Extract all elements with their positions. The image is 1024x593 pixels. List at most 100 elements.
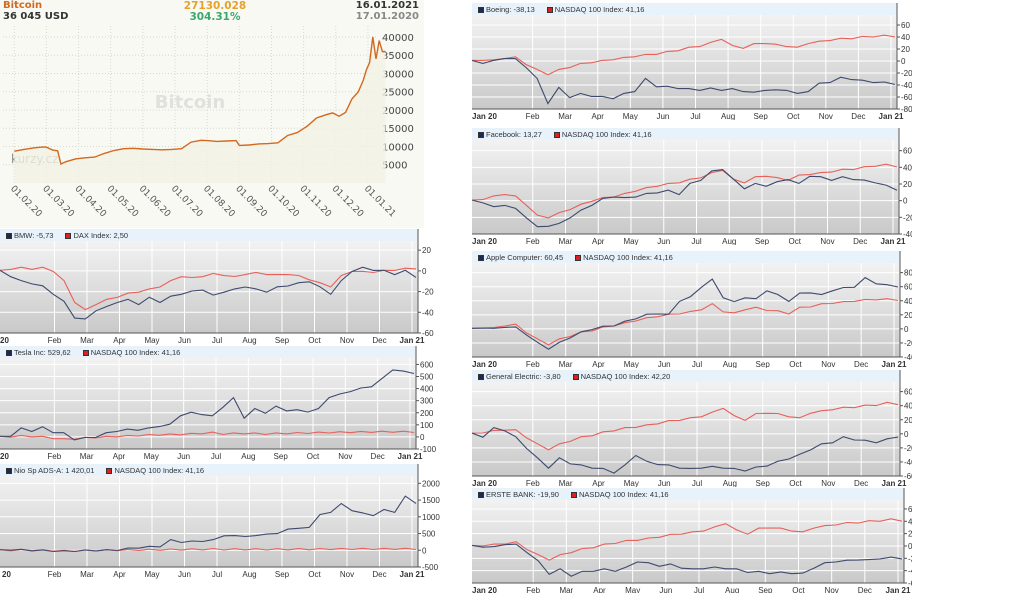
bitcoin-change: 27130.028 (183, 0, 247, 12)
x-tick-label: 01.12.20 (330, 184, 366, 220)
x-tick-label: Jun (178, 570, 191, 579)
legend-item: BMW: -5,73 (6, 231, 53, 240)
legend-item: General Electric: -3,80 (478, 372, 561, 381)
x-tick-label: 01.01.21 (362, 184, 397, 219)
x-tick-label: 20 (2, 570, 11, 579)
x-tick-label: May (144, 452, 159, 461)
y-tick-label: -20 (422, 288, 434, 297)
x-tick-label: Oct (792, 586, 805, 593)
x-tick-label: Jul (211, 452, 221, 461)
legend-label: NASDAQ 100 Index: 41,16 (90, 348, 181, 357)
y-tick-label: -60 (904, 472, 912, 481)
legend-swatch-icon (478, 132, 484, 138)
bitcoin-date-start: 17.01.2020 (355, 11, 419, 22)
x-tick-label: Nov (820, 237, 834, 245)
legend-swatch-icon (82, 350, 89, 356)
legend-swatch-icon (106, 468, 113, 474)
legend-item: NASDAQ 100 Index: 41,16 (106, 466, 204, 475)
x-tick-label: Mar (80, 336, 94, 345)
x-tick-label: Oct (789, 360, 802, 368)
legend-label: NASDAQ 100 Index: 42,20 (580, 372, 671, 381)
legend-item: Facebook: 13,27 (478, 130, 542, 139)
x-tick-label: Jun (656, 112, 669, 120)
x-tick-label: Mar (80, 570, 94, 579)
y-tick-label: 300 (420, 397, 434, 406)
x-tick-label: Feb (526, 112, 540, 120)
y-tick-label: 40000 (382, 33, 414, 44)
x-tick-label: Dec (858, 586, 872, 593)
y-tick-label: 60 (904, 283, 912, 292)
chart-legend: BMW: -5,73 DAX Index: 2,50 (6, 231, 128, 240)
x-tick-label: Aug (241, 452, 255, 461)
boeing-chart-svg: 60 40 20 0 -20 -40 -60 -80 Jan 20 Feb Mar Apr May Jun… (472, 3, 912, 120)
x-tick-label: Mar (559, 237, 573, 245)
x-tick-label: 01.10.20 (265, 184, 301, 220)
apple-chart-svg: 80 60 40 20 0 -20 -40 Jan 20 Feb Mar Apr May Jun Jul A… (472, 251, 912, 368)
boeing-vs-nasdaq-chart: 60 40 20 0 -20 -40 -60 -80 Jan 20 Feb Mar Apr May Jun… (472, 3, 912, 120)
legend-band (0, 346, 416, 358)
y-tick-label: 0 (904, 430, 909, 439)
y-tick-label: -40 (422, 308, 434, 317)
x-tick-label: May (623, 237, 638, 245)
legend-label: Nio Sp ADS-A: 1 420,01 (14, 466, 95, 475)
legend-swatch-icon (546, 7, 553, 13)
legend-item: NASDAQ 100 Index: 42,20 (572, 372, 671, 381)
stock-series-line (0, 266, 417, 320)
y-tick-label: 600 (420, 360, 434, 369)
x-tick-label: Jun (658, 479, 671, 487)
chart-legend: Apple Computer: 60,45 NASDAQ 100 Index: 4… (478, 253, 673, 262)
stock-series-line (0, 495, 417, 553)
y-tick-label: 10000 (382, 142, 414, 153)
y-tick-label: 80 (904, 269, 912, 278)
legend-swatch-icon (65, 233, 72, 239)
x-tick-label: Aug (722, 237, 736, 245)
chart-legend: General Electric: -3,80 NASDAQ 100 Index:… (478, 372, 670, 381)
y-tick-label: 0 (904, 325, 909, 334)
x-tick-label: Dec (372, 570, 386, 579)
x-tick-label: Apr (113, 336, 126, 345)
plot-area (0, 241, 418, 333)
x-tick-label: Sep (275, 570, 290, 579)
x-tick-label: Dec (372, 336, 386, 345)
index-series-line (0, 430, 415, 440)
x-tick-label: Jul (691, 237, 701, 245)
x-tick-label: Aug (725, 586, 739, 593)
facebook-vs-nasdaq-chart: 60 40 20 0 -20 -40 Jan 20 Feb Mar Apr May Jun Jul Aug… (472, 128, 912, 245)
legend-item: NASDAQ 100 Index: 41,16 (570, 490, 669, 499)
y-tick-label: -40 (904, 458, 912, 467)
stock-series-line (472, 276, 899, 350)
x-tick-label: Mar (559, 586, 573, 593)
legend-label: NASDAQ 100 Index: 41,16 (554, 5, 645, 14)
legend-item: NASDAQ 100 Index: 41,16 (546, 5, 645, 14)
stock-series-line (0, 369, 415, 441)
y-tick-label: 20 (422, 246, 431, 255)
x-tick-label: Aug (721, 112, 735, 120)
legend-label: Apple Computer: 60,45 (486, 253, 564, 262)
x-tick-label: Jan 20 (472, 479, 497, 487)
x-tick-label: Jan 20 (472, 112, 497, 120)
x-tick-label: Jan 20 (472, 360, 497, 368)
y-tick-label: 0 (422, 546, 427, 555)
x-tick-label: Oct (787, 112, 800, 120)
x-tick-label: Dec (853, 237, 867, 245)
index-series-line (472, 298, 899, 346)
x-tick-label: Feb (48, 336, 62, 345)
x-tick-label: Apr (592, 479, 605, 487)
index-series-line (472, 518, 903, 561)
x-tick-label: May (144, 570, 159, 579)
x-tick-label: May (625, 586, 640, 593)
x-tick-label: 20 (0, 452, 9, 461)
y-tick-label: -20 (904, 444, 912, 453)
legend-label: Tesla Inc: 529,62 (14, 348, 71, 357)
y-tick-label: 1500 (422, 496, 440, 505)
chart-legend: Facebook: 13,27 NASDAQ 100 Index: 41,16 (478, 130, 652, 139)
legend-swatch-icon (478, 255, 484, 261)
y-tick-label: 60 (908, 505, 912, 514)
legend-label: Facebook: 13,27 (486, 130, 542, 139)
chart-legend: Tesla Inc: 529,62 NASDAQ 100 Index: 41,16 (6, 348, 180, 357)
y-tick-label: 200 (420, 409, 434, 418)
x-tick-label: Jun (178, 336, 191, 345)
y-tick-label: -20 (908, 554, 912, 563)
x-tick-label: Apr (113, 452, 126, 461)
x-tick-label: Sep (756, 479, 771, 487)
